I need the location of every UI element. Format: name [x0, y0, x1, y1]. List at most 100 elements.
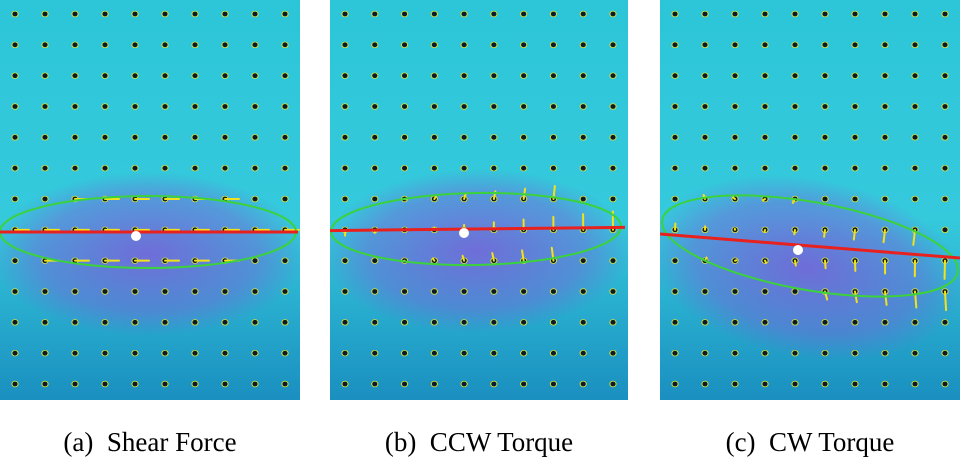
- marker-dot: [372, 196, 378, 202]
- marker-dot: [550, 73, 557, 79]
- marker-dot: [12, 134, 18, 140]
- marker-dot: [222, 11, 228, 17]
- marker-dot: [521, 289, 527, 294]
- marker-dot: [72, 11, 78, 17]
- marker-dot: [672, 134, 678, 140]
- marker-dot: [852, 319, 858, 325]
- displacement-vector: [463, 193, 467, 200]
- marker-dot: [282, 42, 288, 48]
- marker-dot: [72, 73, 78, 79]
- marker-dot: [732, 350, 738, 356]
- marker-dot: [702, 289, 708, 294]
- marker-dot: [822, 165, 828, 171]
- marker-dot: [192, 350, 198, 356]
- marker-dot: [252, 73, 258, 79]
- marker-dot: [102, 134, 108, 140]
- marker-dot: [401, 42, 408, 48]
- marker-dot: [672, 196, 678, 202]
- marker-dot: [762, 104, 768, 109]
- marker-dot: [282, 134, 288, 140]
- marker-dot: [342, 258, 348, 264]
- marker-dot: [762, 73, 768, 79]
- marker-dot: [102, 42, 108, 48]
- marker-dot: [102, 11, 108, 17]
- marker-dot: [372, 258, 378, 264]
- marker-dot: [822, 42, 828, 48]
- marker-dot: [162, 319, 168, 325]
- marker-dot: [822, 196, 828, 202]
- marker-dot: [672, 381, 678, 387]
- marker-dot: [132, 11, 138, 17]
- marker-dot: [822, 104, 828, 109]
- marker-dot: [222, 165, 228, 171]
- marker-dot: [461, 73, 467, 79]
- marker-dot: [550, 381, 557, 387]
- marker-grid: [341, 10, 617, 388]
- marker-dot: [942, 42, 948, 48]
- marker-dot: [461, 42, 467, 48]
- marker-dot: [132, 289, 138, 294]
- marker-dot: [882, 42, 888, 48]
- marker-dot: [342, 134, 348, 140]
- marker-dot: [580, 381, 586, 387]
- marker-dot: [672, 289, 678, 294]
- marker-dot: [942, 381, 948, 387]
- contact-axis-line: [330, 225, 626, 233]
- marker-dot: [610, 42, 616, 48]
- panel-shear-force: [0, 0, 300, 400]
- marker-dot: [521, 165, 527, 171]
- marker-dot: [912, 104, 918, 109]
- marker-dot: [192, 104, 198, 109]
- marker-dot: [610, 165, 616, 171]
- marker-dot: [672, 319, 678, 325]
- marker-dot: [702, 381, 708, 387]
- marker-dot: [912, 134, 918, 140]
- marker-dot: [42, 73, 48, 79]
- marker-dot: [702, 134, 708, 140]
- marker-dot: [792, 381, 798, 387]
- marker-dot: [192, 11, 198, 17]
- marker-dot: [12, 73, 18, 79]
- marker-dot: [550, 165, 557, 171]
- marker-dot: [222, 134, 228, 140]
- marker-dot: [461, 134, 467, 140]
- marker-dot: [192, 73, 198, 79]
- contact-center-point: [131, 231, 141, 241]
- marker-dot: [882, 134, 888, 140]
- marker-dot: [282, 11, 288, 17]
- marker-dot: [580, 165, 586, 171]
- marker-dot: [252, 11, 258, 17]
- displacement-vector: [944, 290, 948, 312]
- marker-dot: [792, 11, 798, 17]
- marker-dot: [732, 73, 738, 79]
- marker-dot: [580, 42, 586, 48]
- marker-dot: [342, 350, 348, 356]
- marker-dot: [942, 104, 948, 109]
- marker-dot: [162, 165, 168, 171]
- marker-dot: [401, 165, 408, 171]
- marker-dot: [610, 319, 616, 325]
- marker-dot: [252, 104, 258, 109]
- marker-dot: [852, 11, 858, 17]
- marker-dot: [792, 319, 798, 325]
- marker-dot: [372, 104, 378, 109]
- marker-dot: [550, 350, 557, 356]
- marker-dot: [372, 350, 378, 356]
- marker-dot: [72, 289, 78, 294]
- marker-dot: [580, 350, 586, 356]
- marker-dot: [762, 319, 768, 325]
- marker-dot: [792, 165, 798, 171]
- marker-dot: [162, 289, 168, 294]
- marker-dot: [882, 165, 888, 171]
- marker-dot: [762, 11, 768, 17]
- displacement-vector: [732, 196, 736, 200]
- marker-dot: [762, 350, 768, 356]
- marker-dot: [550, 11, 557, 17]
- marker-dot: [852, 134, 858, 140]
- marker-dot: [252, 319, 258, 325]
- marker-dot: [912, 350, 918, 356]
- marker-dot: [132, 104, 138, 109]
- marker-dot: [282, 350, 288, 356]
- marker-dot: [192, 289, 198, 294]
- marker-dot: [72, 134, 78, 140]
